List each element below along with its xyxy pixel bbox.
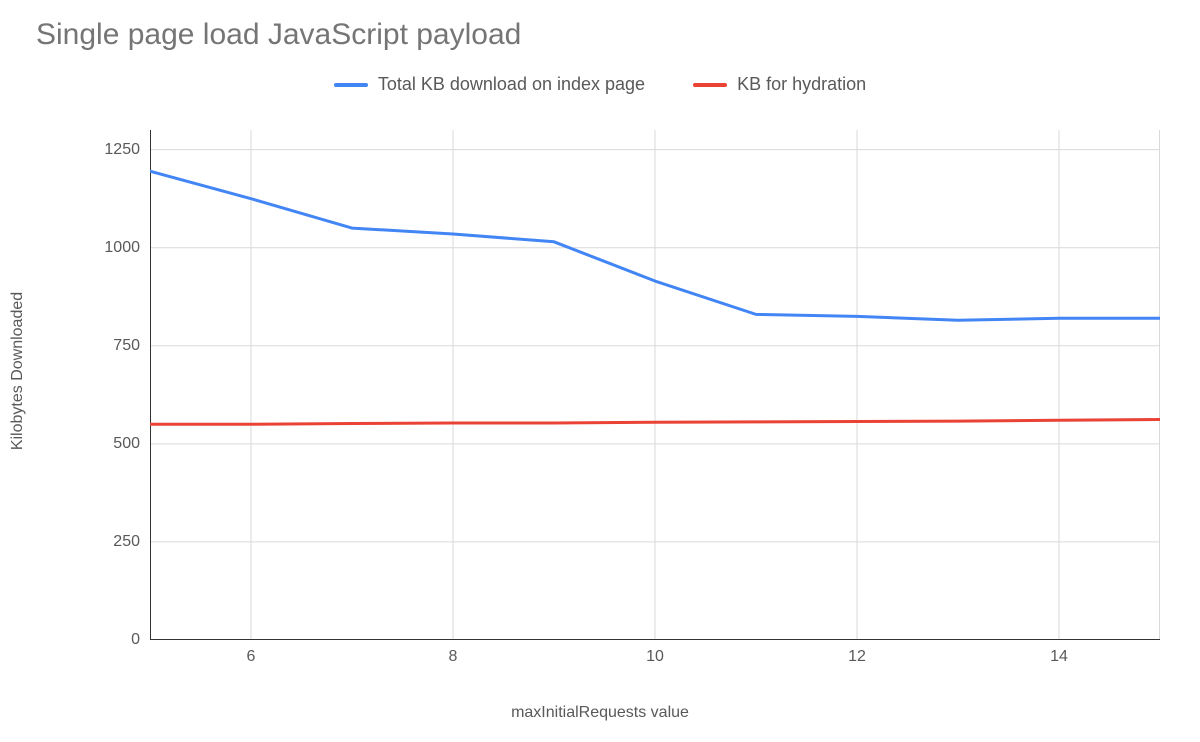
y-tick-label: 1250: [104, 141, 140, 159]
x-tick-label: 14: [1050, 648, 1068, 666]
chart-container: Single page load JavaScript payload Tota…: [0, 0, 1200, 742]
legend-item-series-0: Total KB download on index page: [334, 74, 645, 95]
y-tick-label: 750: [113, 337, 140, 355]
legend-label-1: KB for hydration: [737, 74, 866, 95]
y-tick-label: 0: [131, 631, 140, 649]
legend-swatch-1: [693, 83, 727, 87]
chart-title: Single page load JavaScript payload: [36, 18, 521, 52]
y-tick-label: 250: [113, 533, 140, 551]
y-axis-title: Kilobytes Downloaded: [9, 292, 27, 450]
x-axis-title: maxInitialRequests value: [0, 704, 1200, 722]
x-tick-label: 6: [247, 648, 256, 666]
legend-label-0: Total KB download on index page: [378, 74, 645, 95]
plot-area: 02505007501000125068101214: [150, 130, 1160, 640]
y-tick-label: 500: [113, 435, 140, 453]
plot-svg: [150, 130, 1160, 640]
legend: Total KB download on index page KB for h…: [0, 74, 1200, 95]
legend-item-series-1: KB for hydration: [693, 74, 866, 95]
x-tick-label: 8: [449, 648, 458, 666]
y-tick-label: 1000: [104, 239, 140, 257]
legend-swatch-0: [334, 83, 368, 87]
x-tick-label: 10: [646, 648, 664, 666]
x-tick-label: 12: [848, 648, 866, 666]
